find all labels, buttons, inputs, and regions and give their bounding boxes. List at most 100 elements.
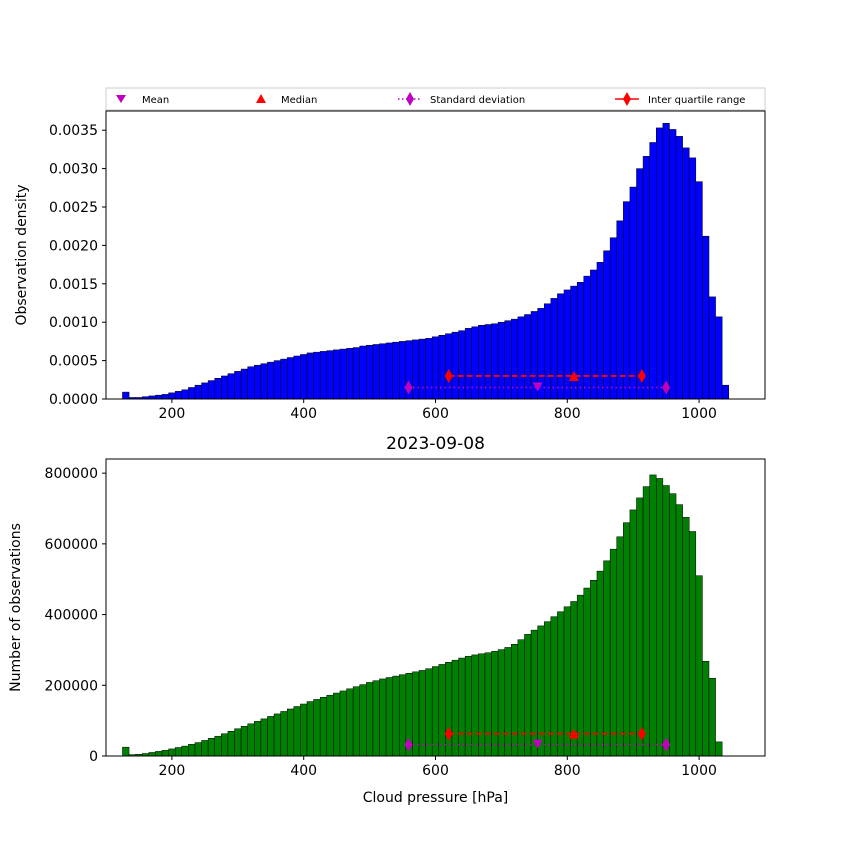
legend-iqr: Inter quartile range [615,92,745,106]
iqr-marker-icon [623,92,631,106]
count-x-tick-label: 600 [422,763,449,779]
density-bar [333,349,341,400]
density-bar [319,351,328,400]
count-bar [273,713,281,757]
count-bar [596,570,604,757]
density-bar [682,147,690,400]
count-bar [326,694,334,757]
density-bar [399,341,407,400]
density-y-tick-label: 0.0005 [49,354,98,370]
count-bar [642,486,650,757]
density-x-tick-label: 400 [290,406,317,422]
density-y-tick-label: 0.0035 [49,123,98,139]
count-x-tick-label: 800 [554,763,581,779]
legend-std-label: Standard deviation [430,95,525,106]
density-bar [570,285,578,400]
count-bar [286,708,295,757]
count-bar [471,654,479,757]
count-bar [188,744,196,757]
density-histogram-panel: 200 400 600 800 1000 0.0000 0.0005 0.0010 0.001… [14,110,766,422]
count-bar [201,740,209,757]
legend-iqr-label: Inter quartile range [648,95,745,106]
density-bar [188,387,196,400]
density-y-tick-label: 0.0030 [49,162,98,178]
count-y-axis-label: Number of observations [8,523,24,692]
count-bar [623,522,631,757]
count-bar [359,684,367,757]
density-bar [524,314,532,400]
density-bar [431,336,440,400]
count-iqr-high-marker [637,726,646,741]
count-histogram-panel: 2023-09-08 200 400 600 800 1000 0 200000 40000… [8,434,766,806]
count-y-tick-label: 600000 [45,537,98,553]
density-bar [675,136,683,400]
count-chart-title: 2023-09-08 [386,434,485,454]
density-bar [636,168,644,400]
density-bar [286,357,295,400]
count-bar [148,752,156,757]
count-bar [636,497,644,757]
density-bar [194,384,202,400]
density-bar [359,345,367,400]
density-bar [445,333,453,400]
density-bar [168,392,176,400]
density-bar [161,394,169,400]
density-median-marker [568,370,579,381]
density-bar [254,364,262,400]
count-bar [478,653,486,757]
count-bar [280,711,288,757]
count-bar [543,621,552,757]
count-y-tick-label: 400000 [45,608,98,624]
median-marker-icon [256,94,266,103]
density-bar [629,186,637,400]
density-bar [425,338,433,400]
density-bar [721,384,730,400]
count-bar [431,666,440,757]
count-bar [590,580,598,757]
count-std-low-marker [404,737,413,752]
count-bar [491,651,499,757]
density-bar [576,282,585,400]
count-bar [537,625,545,757]
count-bar [168,748,176,757]
density-bar [240,368,248,400]
count-bar [300,703,308,757]
count-bar [221,733,229,757]
count-mean-marker [532,739,543,749]
count-x-ticks: 200 400 600 800 1000 [159,756,717,779]
count-stats-markers [404,726,671,752]
count-bar [339,690,347,757]
count-y-tick-label: 200000 [45,678,98,694]
density-bar [451,331,459,400]
count-bar [392,675,400,757]
count-bar [497,649,505,757]
count-bar [418,670,426,757]
density-bar [458,330,466,400]
density-std-low-marker [404,380,413,395]
density-y-tick-label: 0.0010 [49,315,98,331]
density-iqr-low-marker [444,368,453,383]
legend-median: Median [256,94,317,106]
legend-median-label: Median [281,95,317,106]
count-bar [399,674,407,757]
count-bar [669,493,677,757]
count-bar [438,664,446,757]
density-bars [122,123,730,400]
count-x-tick-label: 400 [290,763,317,779]
count-bar [511,644,519,757]
count-bar [688,531,697,757]
count-bar [629,509,637,757]
density-bar [181,389,189,400]
density-bar [306,352,314,400]
density-bar [122,391,130,400]
count-bar [333,692,341,757]
count-bar [174,747,183,757]
density-bar [649,142,657,400]
count-y-ticks: 0 200000 400000 600000 800000 [45,466,106,765]
count-bar [412,671,420,757]
count-bar [649,474,657,757]
density-y-ticks: 0.0000 0.0005 0.0010 0.0015 0.0020 0.0025 0.00… [49,123,106,408]
count-bar [576,594,585,757]
density-bar [379,343,387,400]
